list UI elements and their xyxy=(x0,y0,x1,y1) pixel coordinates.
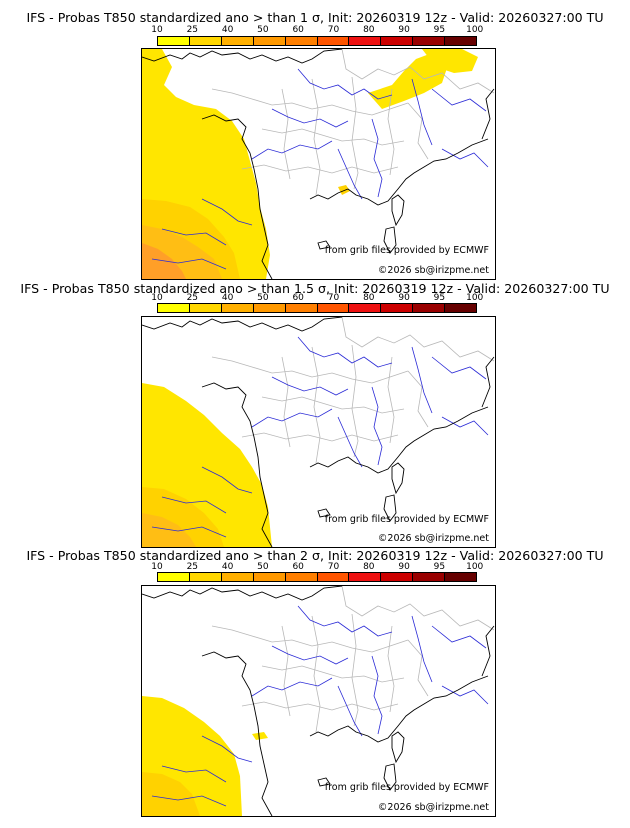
islands xyxy=(317,462,405,522)
colorbar-tick-label: 70 xyxy=(327,25,340,35)
colorbar-segment xyxy=(221,37,254,45)
colorbar-tick-label: 60 xyxy=(292,25,304,35)
panel-2-colorbar-ticks: 10 25 40 50 60 70 80 90 95 100 xyxy=(151,293,483,304)
panel-2-title: IFS - Probas T850 standardized ano > tha… xyxy=(20,281,610,296)
colorbar-segment xyxy=(253,573,286,581)
colorbar-segment xyxy=(158,304,190,312)
panel-2-map: from grib files provided by ECMWF ©2026 … xyxy=(141,316,496,548)
colorbar-tick-label: 70 xyxy=(327,562,340,572)
colorbar-tick-label: 80 xyxy=(363,293,375,303)
colorbar-tick-label: 100 xyxy=(466,562,484,572)
colorbar-segment xyxy=(253,37,286,45)
colorbar-tick-label: 95 xyxy=(433,562,446,572)
colorbar-segment xyxy=(221,304,254,312)
colorbar-segment xyxy=(349,304,382,312)
colorbar-segment xyxy=(189,573,222,581)
colorbar-tick-label: 70 xyxy=(327,293,340,303)
panel-3-credit-source: from grib files provided by ECMWF xyxy=(324,782,489,793)
probability-area xyxy=(252,732,268,740)
panel-3-map-svg xyxy=(142,586,495,816)
colorbar-tick-label: 100 xyxy=(466,293,484,303)
panel-2-map-svg xyxy=(142,317,495,547)
colorbar-segment xyxy=(317,37,350,45)
islands xyxy=(317,731,405,791)
panel-2-credit-source: from grib files provided by ECMWF xyxy=(324,514,489,525)
coastline xyxy=(142,586,495,816)
panel-2-colorbar xyxy=(157,303,477,313)
colorbar-segment xyxy=(158,573,190,581)
colorbar-segment xyxy=(317,304,350,312)
colorbar-segment xyxy=(285,37,318,45)
colorbar-segment xyxy=(413,304,446,312)
colorbar-segment xyxy=(413,573,446,581)
rivers xyxy=(151,336,489,538)
colorbar-tick-label: 60 xyxy=(292,562,304,572)
panel-3-colorbar-ticks: 10 25 40 50 60 70 80 90 95 100 xyxy=(151,562,483,573)
colorbar-tick-label: 100 xyxy=(466,25,484,35)
panel-3-credit-copyright: ©2026 sb@irizpme.net xyxy=(377,802,489,813)
colorbar-segment xyxy=(445,304,477,312)
colorbar-segment xyxy=(253,304,286,312)
rivers xyxy=(151,68,489,270)
colorbar-segment xyxy=(413,37,446,45)
panel-1-title: IFS - Probas T850 standardized ano > tha… xyxy=(26,10,604,25)
colorbar-segment xyxy=(445,37,477,45)
admin-borders xyxy=(211,586,495,733)
colorbar-tick-label: 50 xyxy=(257,293,269,303)
coastline xyxy=(142,317,495,547)
colorbar-tick-label: 90 xyxy=(398,293,410,303)
colorbar-tick-label: 40 xyxy=(221,25,234,35)
admin-borders xyxy=(211,49,495,196)
colorbar-segment xyxy=(445,573,477,581)
panel-3-colorbar xyxy=(157,572,477,582)
rivers xyxy=(151,605,489,807)
colorbar-tick-label: 25 xyxy=(186,25,199,35)
colorbar-segment xyxy=(349,573,382,581)
colorbar-tick-label: 50 xyxy=(257,562,269,572)
probability-area xyxy=(422,49,478,73)
colorbar-segment xyxy=(158,37,190,45)
panel-2-credit-copyright: ©2026 sb@irizpme.net xyxy=(377,533,489,544)
probability-area xyxy=(338,185,350,195)
colorbar-tick-label: 95 xyxy=(433,25,446,35)
colorbar-segment xyxy=(381,37,414,45)
colorbar-segment xyxy=(189,37,222,45)
colorbar-tick-label: 40 xyxy=(221,562,234,572)
colorbar-segment xyxy=(189,304,222,312)
panel-1-colorbar-ticks: 10 25 40 50 60 70 80 90 95 100 xyxy=(151,25,483,36)
colorbar-tick-label: 50 xyxy=(257,25,269,35)
colorbar-segment xyxy=(285,304,318,312)
colorbar-tick-label: 25 xyxy=(186,562,199,572)
admin-borders xyxy=(211,317,495,464)
colorbar-tick-label: 10 xyxy=(151,293,163,303)
colorbar-tick-label: 80 xyxy=(363,25,375,35)
colorbar-segment xyxy=(381,573,414,581)
panel-1-map: from grib files provided by ECMWF ©2026 … xyxy=(141,48,496,280)
panel-1-credit-copyright: ©2026 sb@irizpme.net xyxy=(377,265,489,276)
colorbar-tick-label: 60 xyxy=(292,293,304,303)
probability-area xyxy=(368,53,448,109)
colorbar-tick-label: 25 xyxy=(186,293,199,303)
probability-area xyxy=(142,772,200,816)
colorbar-tick-label: 40 xyxy=(221,293,234,303)
panel-3-title: IFS - Probas T850 standardized ano > tha… xyxy=(26,548,604,563)
coastline xyxy=(142,49,495,279)
colorbar-segment xyxy=(349,37,382,45)
panel-1-map-svg xyxy=(142,49,495,279)
colorbar-segment xyxy=(285,573,318,581)
colorbar-tick-label: 80 xyxy=(363,562,375,572)
colorbar-segment xyxy=(221,573,254,581)
panel-1-credit-source: from grib files provided by ECMWF xyxy=(324,245,489,256)
panel-1-colorbar xyxy=(157,36,477,46)
colorbar-segment xyxy=(317,573,350,581)
islands xyxy=(317,194,405,254)
colorbar-tick-label: 90 xyxy=(398,562,410,572)
colorbar-segment xyxy=(381,304,414,312)
panel-3-map: from grib files provided by ECMWF ©2026 … xyxy=(141,585,496,817)
colorbar-tick-label: 90 xyxy=(398,25,410,35)
colorbar-tick-label: 10 xyxy=(151,25,163,35)
colorbar-tick-label: 10 xyxy=(151,562,163,572)
colorbar-tick-label: 95 xyxy=(433,293,446,303)
